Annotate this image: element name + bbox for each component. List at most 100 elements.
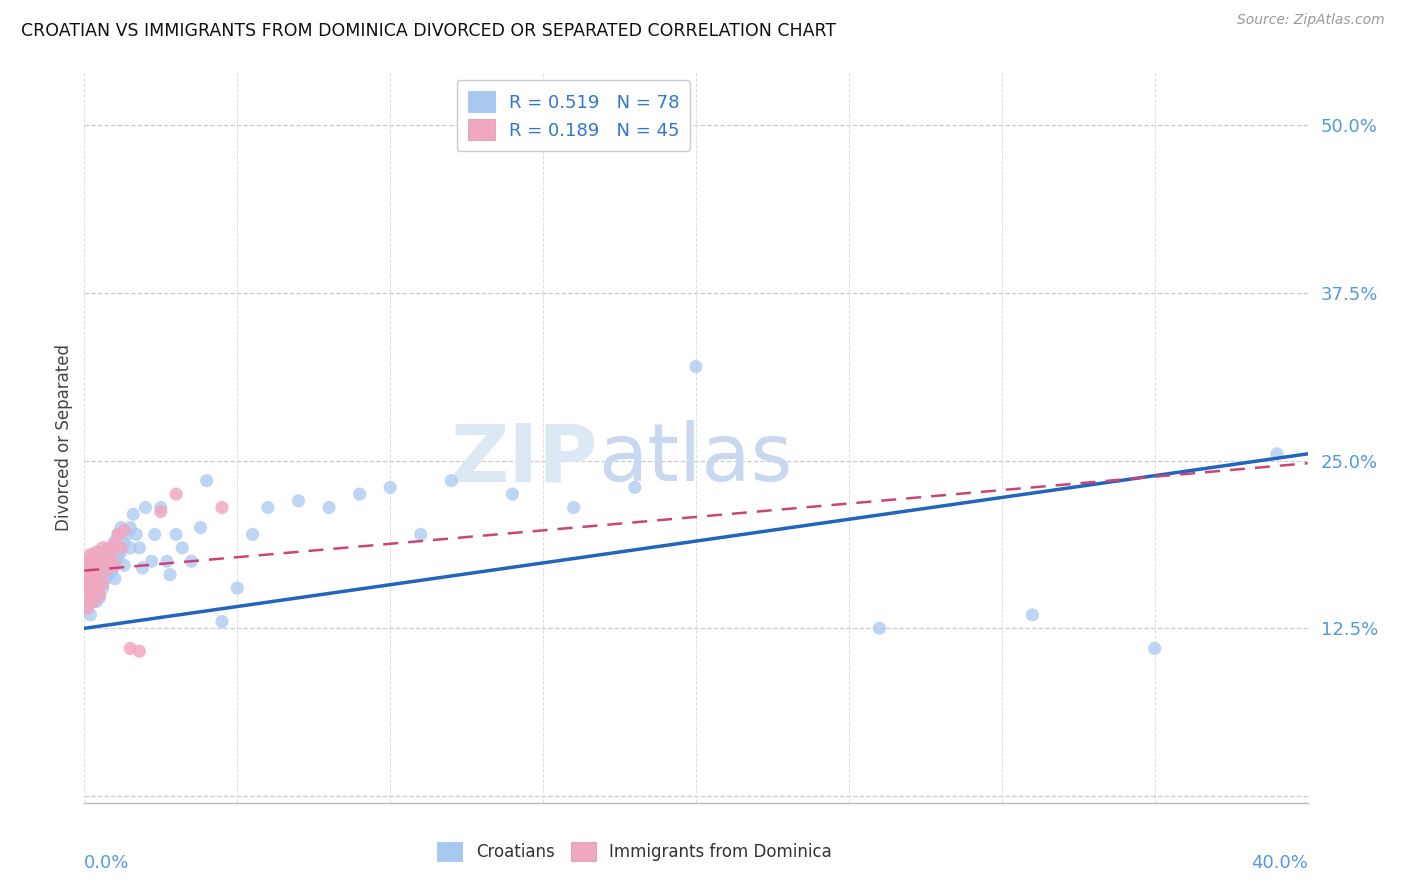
Point: [83, 548, 105, 562]
Point: [104, 558, 127, 573]
Point: [89, 577, 111, 591]
Point: [91, 550, 114, 565]
Point: [502, 487, 524, 501]
Point: [195, 474, 218, 488]
Point: [349, 487, 371, 501]
Point: [94, 554, 117, 568]
Point: [79, 577, 101, 591]
Point: [83, 581, 105, 595]
Point: [125, 527, 148, 541]
Point: [76, 577, 98, 591]
Point: [86, 564, 108, 578]
Point: [79, 567, 101, 582]
Point: [79, 581, 101, 595]
Point: [79, 594, 101, 608]
Y-axis label: Divorced or Separated: Divorced or Separated: [55, 343, 73, 531]
Point: [76, 601, 98, 615]
Point: [318, 500, 340, 515]
Point: [76, 585, 98, 599]
Point: [89, 588, 111, 602]
Point: [226, 581, 249, 595]
Point: [76, 572, 98, 586]
Point: [128, 541, 150, 555]
Point: [112, 558, 135, 573]
Point: [685, 359, 707, 374]
Point: [76, 554, 98, 568]
Point: [83, 564, 105, 578]
Point: [76, 594, 98, 608]
Point: [180, 554, 202, 568]
Point: [211, 500, 233, 515]
Point: [79, 548, 101, 562]
Point: [89, 558, 111, 573]
Point: [562, 500, 585, 515]
Point: [76, 591, 98, 605]
Point: [120, 521, 142, 535]
Point: [107, 550, 129, 565]
Point: [101, 564, 124, 578]
Point: [104, 534, 127, 549]
Point: [101, 550, 124, 565]
Point: [76, 574, 98, 589]
Point: [624, 480, 647, 494]
Point: [190, 521, 212, 535]
Point: [89, 591, 111, 605]
Point: [76, 581, 98, 595]
Point: [120, 541, 142, 555]
Point: [79, 591, 101, 605]
Point: [79, 577, 101, 591]
Point: [1021, 607, 1043, 622]
Point: [86, 545, 108, 559]
Point: [97, 550, 120, 565]
Point: [83, 594, 105, 608]
Point: [104, 554, 127, 568]
Point: [76, 558, 98, 573]
Point: [79, 567, 101, 582]
Text: atlas: atlas: [598, 420, 793, 498]
Point: [440, 474, 463, 488]
Text: CROATIAN VS IMMIGRANTS FROM DOMINICA DIVORCED OR SEPARATED CORRELATION CHART: CROATIAN VS IMMIGRANTS FROM DOMINICA DIV…: [21, 22, 837, 40]
Point: [287, 493, 309, 508]
Point: [131, 561, 153, 575]
Point: [122, 508, 145, 522]
Point: [869, 621, 891, 635]
Point: [120, 641, 142, 656]
Point: [107, 527, 129, 541]
Point: [380, 480, 402, 494]
Point: [104, 572, 127, 586]
Point: [83, 574, 105, 589]
Point: [91, 564, 114, 578]
Point: [112, 537, 135, 551]
Point: [83, 550, 105, 565]
Point: [76, 574, 98, 589]
Point: [242, 527, 264, 541]
Point: [165, 527, 187, 541]
Point: [89, 554, 111, 568]
Point: [159, 567, 181, 582]
Point: [91, 541, 114, 555]
Point: [86, 554, 108, 568]
Point: [86, 558, 108, 573]
Point: [94, 564, 117, 578]
Text: Source: ZipAtlas.com: Source: ZipAtlas.com: [1237, 13, 1385, 28]
Point: [1143, 641, 1166, 656]
Point: [110, 521, 132, 535]
Point: [156, 554, 179, 568]
Point: [409, 527, 432, 541]
Point: [149, 505, 172, 519]
Text: 0.0%: 0.0%: [84, 854, 129, 872]
Point: [83, 581, 105, 595]
Point: [149, 500, 172, 515]
Point: [97, 541, 120, 555]
Point: [83, 567, 105, 582]
Point: [76, 564, 98, 578]
Point: [104, 537, 127, 551]
Point: [115, 527, 138, 541]
Point: [211, 615, 233, 629]
Point: [107, 527, 129, 541]
Point: [112, 524, 135, 538]
Point: [91, 581, 114, 595]
Point: [83, 591, 105, 605]
Point: [257, 500, 280, 515]
Point: [86, 594, 108, 608]
